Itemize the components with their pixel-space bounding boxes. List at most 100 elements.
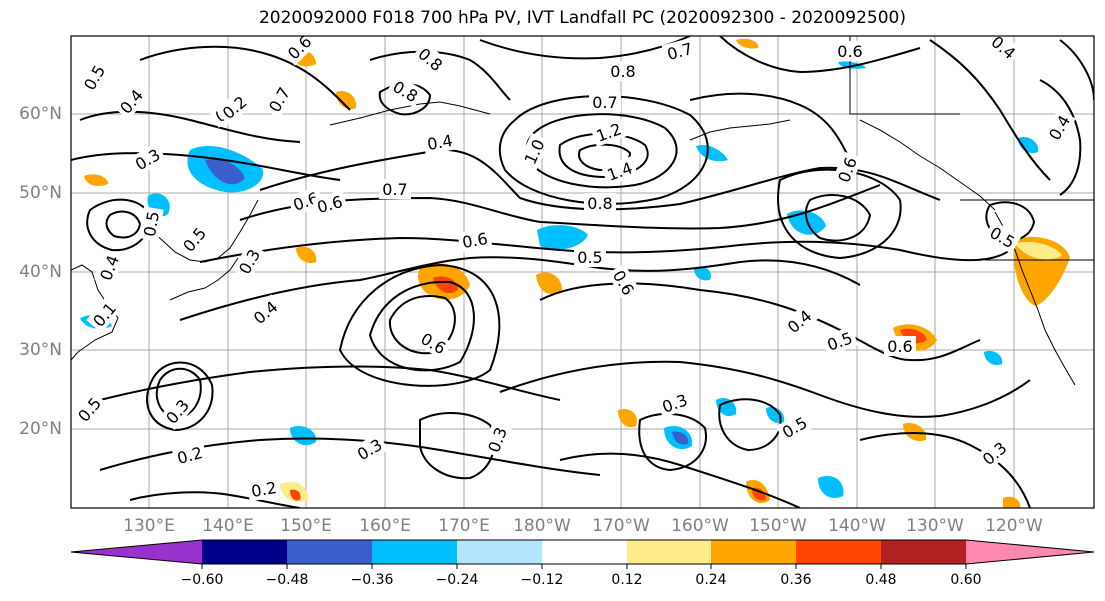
colorbar-tick-label: −0.24 — [435, 572, 479, 588]
shade-patch — [205, 158, 245, 185]
colorbar-tick-label: 0.24 — [695, 572, 727, 588]
contour-label-bg — [601, 156, 639, 186]
contour-label-bg — [71, 390, 108, 429]
contour-label-bg — [780, 303, 819, 340]
shade-patch — [694, 266, 711, 281]
contour-label-bg — [884, 336, 916, 356]
colorbar-segment — [966, 540, 1094, 564]
shade-patch — [1003, 496, 1021, 508]
contour-label-bg — [482, 421, 512, 459]
shade-patch — [672, 431, 689, 445]
lon-label: 160°E — [359, 516, 411, 536]
contour-label-bg — [983, 220, 1022, 254]
shade-patch — [296, 246, 317, 264]
colorbar-tick-label: −0.48 — [265, 572, 309, 588]
colorbar-tick-label: 0.48 — [865, 572, 897, 588]
contour-label: 0.8 — [587, 194, 612, 213]
colorbar-segment — [542, 540, 627, 564]
contour-label-bg — [411, 41, 450, 78]
shade-patch — [84, 174, 108, 186]
shade-patch — [536, 272, 562, 294]
contour-label-bg — [311, 190, 348, 218]
contour-label-bg — [661, 37, 698, 65]
colorbar-segment — [711, 540, 796, 564]
colorbar-tick-label: −0.60 — [180, 572, 224, 588]
contour-label-bg — [574, 247, 606, 267]
colorbar-tick-label: 0.12 — [611, 572, 643, 588]
contour-label-bg — [1042, 108, 1076, 147]
lon-label: 140°W — [828, 516, 886, 536]
contour-label-bg — [287, 186, 325, 216]
shade-patch — [290, 425, 317, 446]
lon-label: 150°W — [749, 516, 807, 536]
contour-label-bg — [379, 179, 411, 199]
lat-label: 60°N — [19, 104, 62, 124]
colorbar-tick-label: −0.12 — [520, 572, 564, 588]
colorbar-segment — [457, 540, 542, 564]
contour-label-bg — [113, 82, 150, 121]
contour-label: 0.6 — [887, 337, 912, 356]
shade-patch — [984, 350, 1003, 366]
contour-label-bg — [176, 220, 213, 259]
contour-label-bg — [77, 58, 111, 97]
lon-label: 120°W — [985, 516, 1043, 536]
contour-label-bg — [457, 227, 493, 253]
colorbar-segment — [287, 540, 372, 564]
contour-label: 0.6 — [461, 229, 489, 252]
contour-label-bg — [138, 206, 164, 242]
shade-patch — [618, 408, 637, 428]
contour-label: 0.6 — [837, 42, 862, 61]
contour-label: 0.7 — [382, 180, 407, 199]
contour-label-bg — [422, 129, 458, 155]
colorbar-tick-label: 0.36 — [780, 572, 812, 588]
contour-label-bg — [590, 117, 628, 147]
contour-label: 0.5 — [577, 248, 602, 267]
shade-patch — [1018, 136, 1039, 154]
contour-label-bg — [584, 193, 616, 213]
contour-label-bg — [414, 326, 453, 360]
lat-label: 40°N — [19, 262, 62, 282]
colorbar-segment — [796, 540, 881, 564]
contour-label-bg — [128, 142, 167, 176]
contour-label-bg — [984, 36, 1023, 66]
contour-label-bg — [159, 392, 196, 431]
colorbar-segment — [202, 540, 287, 564]
contour-label: 0.4 — [426, 131, 454, 154]
lat-label: 20°N — [19, 419, 62, 439]
contour-label-bg — [386, 74, 425, 108]
lon-label: 180°W — [513, 516, 571, 536]
contour-label-bg — [589, 92, 621, 112]
contour-label: 0.5 — [140, 210, 163, 238]
contour-label-bg — [607, 61, 639, 81]
contour-label-bg — [215, 89, 254, 126]
contour-label: 0.2 — [250, 478, 278, 501]
colorbar-tick-label: 0.60 — [950, 572, 982, 588]
shade-patch — [1015, 241, 1062, 260]
contour-label: 0.8 — [610, 62, 635, 81]
colorbar-segment — [71, 540, 202, 564]
contour-label-bg — [656, 388, 694, 418]
contour-label-bg — [775, 410, 814, 444]
lon-label: 130°W — [906, 516, 964, 536]
map-title: 2020092000 F018 700 hPa PV, IVT Landfall… — [258, 8, 906, 28]
lat-label: 30°N — [19, 340, 62, 360]
shade-patch — [903, 422, 927, 442]
shade-patch — [900, 328, 927, 344]
lon-label: 170°E — [438, 516, 490, 536]
contour-labels: 0.50.40.30.50.40.70.60.80.40.80.60.70.41… — [71, 36, 1076, 502]
shade-patch — [696, 144, 728, 162]
lon-label: 130°E — [123, 516, 175, 536]
pv-contours — [71, 36, 1094, 508]
contour-label-bg — [821, 326, 859, 356]
contour-label-bg — [246, 294, 285, 331]
contour-label-bg — [607, 263, 641, 302]
contour-label-bg — [280, 36, 318, 66]
shade-patch — [787, 210, 826, 235]
shade-patch — [818, 476, 844, 498]
shade-patch — [716, 397, 737, 417]
shade-patch — [537, 225, 588, 250]
contour-label-bg — [832, 151, 862, 189]
lon-label: 170°W — [592, 516, 650, 536]
colorbar-tick-label: −0.36 — [350, 572, 394, 588]
